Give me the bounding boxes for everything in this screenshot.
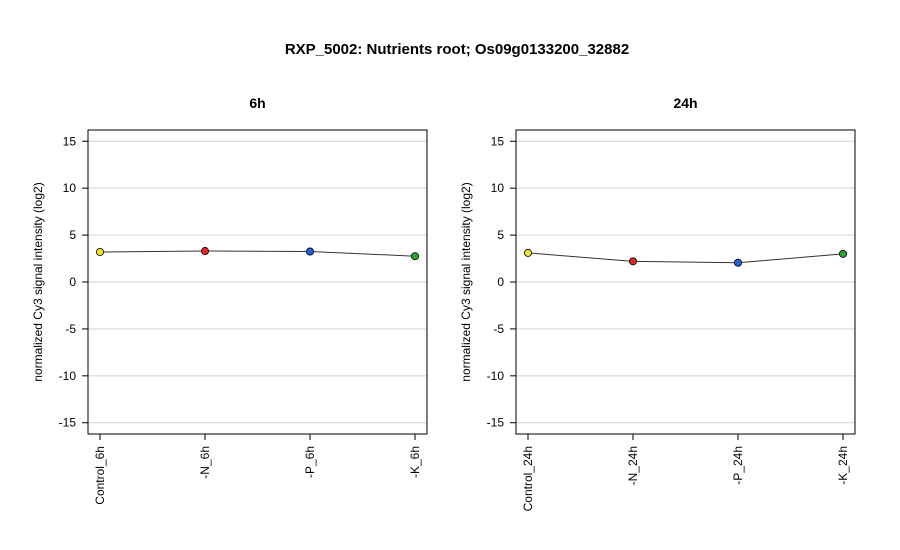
- series-line: [99, 250, 416, 257]
- y-tick-label: -5: [65, 322, 76, 336]
- data-point: [734, 258, 743, 267]
- y-tick-label: 5: [69, 228, 76, 242]
- y-tick-label: -15: [59, 416, 77, 430]
- y-tick-label: 0: [497, 275, 504, 289]
- y-tick-label: -10: [59, 369, 77, 383]
- x-tick-label: Control_24h: [521, 446, 535, 511]
- y-axis-label: normalized Cy3 signal intensity (log2): [459, 182, 473, 381]
- x-tick-label: -P_6h: [303, 446, 317, 478]
- y-tick-label: 0: [69, 275, 76, 289]
- panel-title: 24h: [673, 95, 697, 111]
- x-tick-label: Control_6h: [93, 446, 107, 505]
- x-tick-label: -K_24h: [836, 446, 850, 485]
- panel-title: 6h: [249, 95, 265, 111]
- x-tick-label: -K_6h: [408, 446, 422, 478]
- data-point: [839, 249, 848, 258]
- series-line: [527, 252, 844, 264]
- figure-title: RXP_5002: Nutrients root; Os09g0133200_3…: [285, 41, 629, 58]
- data-point: [96, 247, 105, 256]
- panel-24h: 24h -15 -10 -5 0 5 10 15 normalized Cy3 signal i…: [459, 95, 856, 511]
- y-tick-label: -10: [487, 369, 505, 383]
- y-tick-label: 10: [491, 181, 505, 195]
- y-tick-label: 15: [63, 134, 77, 148]
- data-point: [524, 248, 533, 257]
- y-axis-label: normalized Cy3 signal intensity (log2): [31, 182, 45, 381]
- data-point: [200, 247, 209, 256]
- y-tick-label: 15: [491, 134, 505, 148]
- y-tick-label: 10: [63, 181, 77, 195]
- y-tick-label: -5: [493, 322, 504, 336]
- y-tick-label: -15: [487, 416, 505, 430]
- data-point: [305, 247, 314, 256]
- x-tick-label: -N_6h: [198, 446, 212, 479]
- x-tick-label: -N_24h: [626, 446, 640, 485]
- data-point: [410, 252, 419, 261]
- x-tick-label: -P_24h: [731, 446, 745, 485]
- y-tick-label: 5: [497, 228, 504, 242]
- panel-6h: 6h -15 -10 -5 0 5 10 15 normalized Cy3 signal in…: [31, 95, 428, 505]
- data-point: [629, 257, 638, 266]
